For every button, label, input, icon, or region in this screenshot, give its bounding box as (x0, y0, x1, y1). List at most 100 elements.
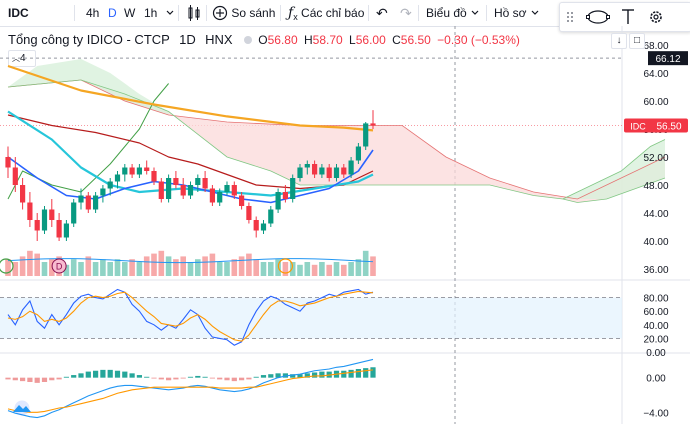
candle[interactable] (49, 199, 55, 227)
chart-title: Tổng công ty IDICO - CTCP (8, 32, 170, 47)
candle[interactable] (355, 143, 361, 164)
candle[interactable] (268, 206, 274, 227)
candle[interactable] (290, 174, 296, 203)
candle[interactable] (144, 160, 150, 175)
macd-histogram-bar (41, 377, 48, 382)
macd-histogram-bar (180, 377, 186, 379)
candle[interactable] (202, 171, 208, 192)
oscillator-tick-label: 0.00 (646, 348, 666, 359)
volume-bar (63, 264, 70, 276)
interval-w[interactable]: W (124, 6, 136, 20)
toolbar-divider (206, 5, 207, 21)
candle[interactable] (71, 199, 77, 227)
candle[interactable] (195, 174, 201, 193)
candle[interactable] (304, 160, 310, 175)
candle[interactable] (158, 178, 164, 203)
candle[interactable] (122, 164, 128, 182)
candle[interactable] (20, 178, 26, 210)
undo-icon[interactable]: ↶ (376, 5, 388, 21)
candle[interactable] (78, 188, 84, 210)
volume-bar (348, 262, 354, 276)
candle[interactable] (56, 213, 62, 241)
interval-1h[interactable]: 1h (144, 6, 158, 20)
candle[interactable] (180, 178, 186, 199)
bar-style-icon[interactable] (186, 0, 202, 26)
candle[interactable] (239, 192, 245, 210)
candlestick-series (5, 110, 376, 241)
candle[interactable] (326, 164, 332, 182)
symbol-label[interactable]: IDC (8, 6, 29, 20)
volume-bar (165, 256, 172, 276)
candle[interactable] (348, 157, 354, 178)
text-tool-icon[interactable] (622, 9, 634, 24)
candle[interactable] (209, 185, 215, 206)
dividend-marker (51, 258, 67, 274)
candle[interactable] (224, 181, 230, 196)
high-label: H (304, 33, 313, 47)
drag-handle-icon[interactable] (567, 12, 573, 22)
candle[interactable] (312, 160, 318, 179)
redo-icon[interactable]: ↷ (400, 5, 412, 21)
indicators-button[interactable]: ƒx Các chỉ báo (288, 5, 365, 22)
candle[interactable] (34, 213, 40, 241)
candle[interactable] (282, 185, 288, 203)
candle[interactable] (253, 216, 259, 238)
candle[interactable] (260, 220, 267, 234)
candle[interactable] (333, 164, 340, 182)
macd-histogram-bar (239, 377, 245, 381)
candle[interactable] (85, 192, 91, 213)
profile-button[interactable]: Hồ sơ (494, 0, 540, 26)
price-chart[interactable]: D 36.0040.0044.0048.0052.0056.0060.0064.… (0, 26, 690, 424)
candle[interactable] (41, 206, 48, 234)
interval-4h[interactable]: 4h (86, 6, 100, 20)
candle[interactable] (129, 164, 135, 178)
candle[interactable] (114, 171, 121, 189)
macd-histogram-bar (341, 370, 347, 378)
candle[interactable] (5, 146, 11, 179)
candle[interactable] (246, 202, 252, 224)
status-dot (243, 36, 252, 44)
chevron-down-icon (531, 10, 539, 15)
macd-histogram-bar (355, 369, 361, 378)
candle[interactable] (187, 181, 194, 200)
candle[interactable] (370, 110, 376, 129)
maximize-pane-button[interactable]: □ (629, 33, 645, 49)
volume-bar (143, 256, 150, 276)
interval-dropdown-icon[interactable] (166, 0, 174, 26)
volume-bar (355, 259, 362, 276)
macd-histogram-bar (56, 377, 62, 380)
settings-icon[interactable] (650, 11, 662, 23)
move-pane-down-button[interactable]: ↓ (611, 33, 627, 49)
oscillator-tick-label: 40.00 (643, 321, 668, 332)
candle[interactable] (275, 188, 281, 214)
shape-tool-icon[interactable] (586, 10, 610, 24)
logo-icon (8, 400, 36, 416)
candle[interactable] (136, 164, 142, 178)
candle[interactable] (217, 188, 223, 207)
compare-button[interactable]: So sánh (212, 0, 275, 26)
macd-histogram-bar (129, 373, 135, 378)
cloud-span-b (7, 79, 666, 203)
change-value: −0.30 (−0.53%) (437, 33, 520, 47)
candle[interactable] (63, 220, 69, 241)
candle[interactable] (93, 192, 99, 213)
candle[interactable] (151, 167, 157, 186)
candle[interactable] (100, 185, 106, 203)
candle[interactable] (173, 171, 179, 189)
candle[interactable] (166, 174, 172, 203)
candle[interactable] (12, 157, 18, 192)
macd-histogram-bar (297, 374, 303, 378)
candle[interactable] (231, 181, 237, 200)
interval-d[interactable]: D (108, 6, 117, 20)
close-value: 56.50 (400, 33, 431, 47)
volume-bar (253, 259, 259, 276)
candle[interactable] (107, 178, 113, 196)
candle[interactable] (27, 192, 33, 227)
candle[interactable] (297, 164, 303, 182)
candle[interactable] (319, 164, 325, 178)
candle[interactable] (363, 122, 369, 150)
chart-type-button[interactable]: Biểu đồ (426, 0, 480, 26)
candle[interactable] (341, 164, 347, 178)
open-label: O (258, 33, 268, 47)
volume-bar (202, 256, 208, 276)
